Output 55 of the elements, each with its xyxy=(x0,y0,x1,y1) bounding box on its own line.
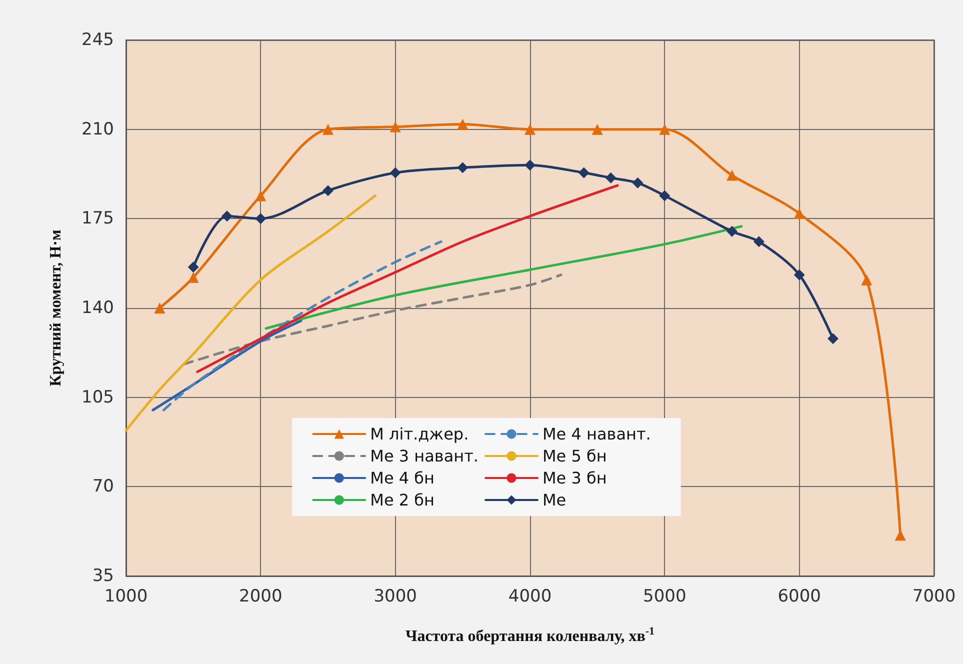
point xyxy=(632,177,644,188)
point xyxy=(322,124,334,135)
x-tick-label: 2000 xyxy=(239,586,282,606)
x-tick-label: 1000 xyxy=(104,586,148,606)
legend-label: Me 4 бн xyxy=(370,468,434,488)
line-series xyxy=(182,274,562,366)
legend-label: M літ.джер. xyxy=(370,424,469,444)
point xyxy=(524,124,536,135)
point xyxy=(524,160,536,171)
point xyxy=(605,172,616,184)
y-tick-label: 105 xyxy=(82,387,114,408)
point xyxy=(255,213,266,224)
point xyxy=(726,226,738,237)
point xyxy=(390,121,401,132)
point xyxy=(828,333,838,344)
point xyxy=(390,167,401,178)
point xyxy=(794,269,805,280)
point xyxy=(457,118,468,130)
point xyxy=(188,262,199,273)
x-tick-label: 6000 xyxy=(778,586,821,606)
point xyxy=(861,274,872,286)
point xyxy=(154,302,166,314)
point xyxy=(894,530,906,541)
point xyxy=(322,185,334,196)
point xyxy=(188,272,199,283)
legend-label: Me 3 навант. xyxy=(370,446,479,466)
point xyxy=(457,162,468,174)
point xyxy=(592,124,603,135)
point xyxy=(659,190,670,202)
point xyxy=(726,170,738,181)
y-tick-label: 35 xyxy=(92,566,114,586)
legend-label: Me 4 навант. xyxy=(542,424,651,444)
point xyxy=(222,210,232,222)
legend-label: Me 5 бн xyxy=(542,446,607,466)
legend-label: Me xyxy=(542,490,566,510)
x-tick-label: 4000 xyxy=(508,586,552,606)
x-tick-label: 5000 xyxy=(643,586,686,606)
legend-label: Me 3 бн xyxy=(542,468,607,488)
legend-label: Me 2 бн xyxy=(370,490,434,510)
line-series xyxy=(162,240,442,412)
y-tick-label: 245 xyxy=(82,30,114,50)
y-tick-label: 140 xyxy=(82,298,114,318)
point xyxy=(578,167,590,178)
point xyxy=(659,124,670,135)
y-tick-label: 210 xyxy=(82,119,114,140)
line-series xyxy=(196,184,619,374)
x-tick-label: 3000 xyxy=(374,586,417,606)
y-tick-label: 175 xyxy=(82,208,114,229)
line-series xyxy=(264,225,743,330)
point xyxy=(255,190,266,202)
point xyxy=(753,236,764,248)
x-tick-label: 7000 xyxy=(912,586,956,606)
point xyxy=(794,208,805,220)
y-tick-label: 70 xyxy=(92,476,114,497)
y-axis-title: Крутний момент, Н·м xyxy=(48,230,64,386)
